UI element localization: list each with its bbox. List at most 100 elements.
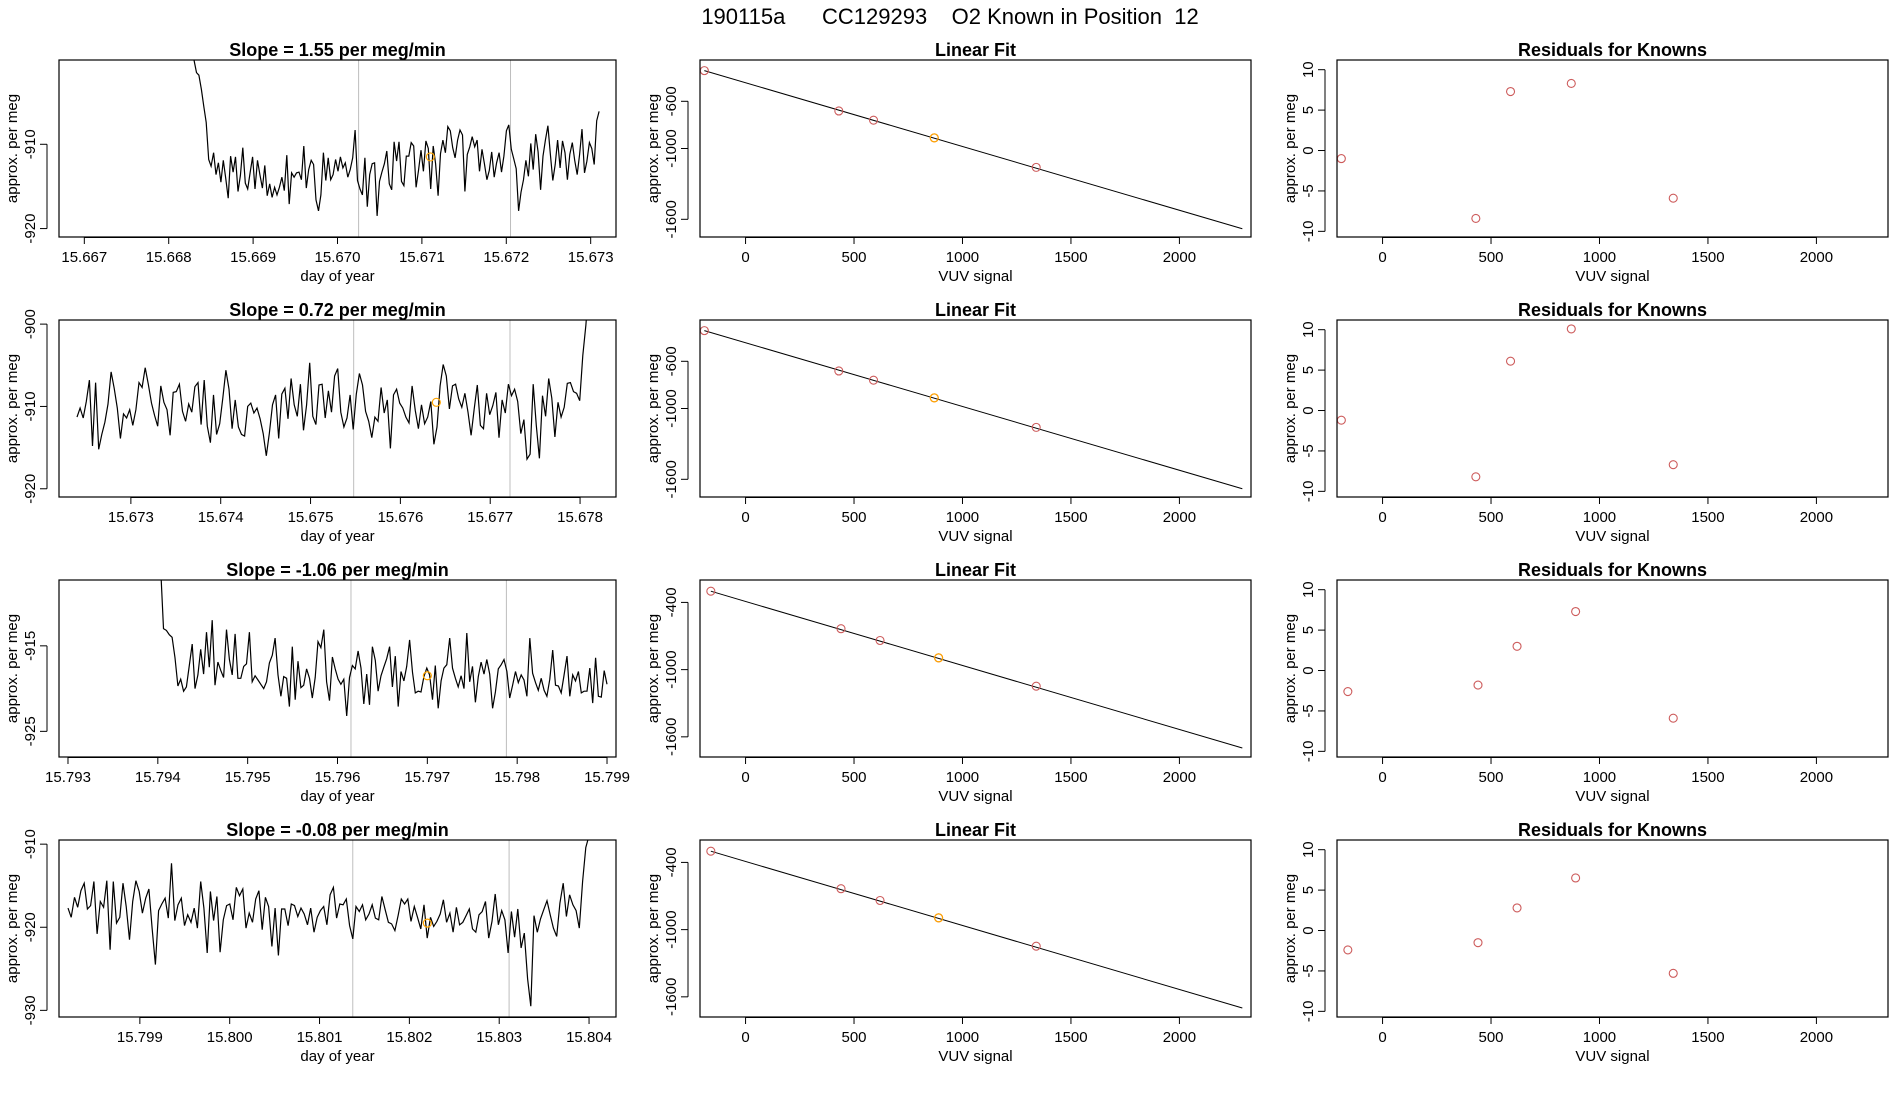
- x-tick-label: 1500: [1691, 509, 1724, 526]
- highlight-point: [422, 671, 432, 681]
- y-tick-label: -1600: [663, 718, 680, 756]
- y-tick-label: -910: [22, 829, 39, 859]
- x-tick-label: 15.802: [386, 1029, 432, 1046]
- y-axis-label: approx. per meg: [4, 94, 21, 203]
- y-tick-label: -920: [22, 474, 39, 504]
- x-tick-label: 15.669: [230, 249, 276, 266]
- known-point: [1512, 903, 1522, 913]
- y-tick-label: 5: [1300, 886, 1317, 894]
- x-tick-label: 500: [1479, 769, 1504, 786]
- x-tick-label: 500: [1479, 509, 1504, 526]
- known-point: [1668, 968, 1678, 978]
- x-tick-label: 15.667: [61, 249, 107, 266]
- y-tick-label: -925: [22, 716, 39, 746]
- known-point: [875, 635, 885, 646]
- x-tick-label: 2000: [1800, 249, 1833, 266]
- plot-frame: [1336, 319, 1889, 498]
- x-tick-label: 15.673: [108, 509, 154, 526]
- x-tick-label: 500: [1479, 1029, 1504, 1046]
- x-tick-label: 15.672: [483, 249, 529, 266]
- y-tick-label: 0: [1300, 666, 1317, 674]
- highlight-point: [425, 152, 435, 162]
- residuals-panel-row-4: Residuals for Knowns 0 500 1000 1500 2000 VUV …: [1282, 820, 1889, 1065]
- x-tick-label: 0: [1378, 769, 1386, 786]
- x-tick-label: 1000: [946, 509, 979, 526]
- trace-line: [160, 580, 608, 717]
- y-axis-label: approx. per meg: [645, 874, 662, 983]
- x-tick-label: 1500: [1054, 769, 1087, 786]
- x-tick-label: 15.674: [198, 509, 244, 526]
- y-tick-label: -1000: [663, 129, 680, 167]
- y-tick-label: -910: [22, 129, 39, 159]
- x-tick-label: 15.799: [117, 1029, 163, 1046]
- fit-panel-row-4: Linear Fit 0 500 1000 1500 2000 VUV signal -400…: [645, 820, 1252, 1065]
- panel-title: Linear Fit: [935, 40, 1016, 60]
- x-tick-label: 0: [1378, 249, 1386, 266]
- highlight-point: [934, 653, 944, 663]
- x-tick-label: 15.793: [45, 769, 91, 786]
- x-tick-label: 1000: [1583, 249, 1616, 266]
- y-tick-label: -920: [22, 214, 39, 244]
- known-point: [1512, 641, 1522, 651]
- known-point: [1566, 78, 1576, 88]
- plot-frame: [1336, 839, 1889, 1018]
- known-point: [706, 586, 716, 596]
- x-tick-label: 15.798: [494, 769, 540, 786]
- y-tick-label: -1600: [663, 978, 680, 1016]
- x-tick-label: 0: [1378, 509, 1386, 526]
- x-tick-label: 15.801: [297, 1029, 343, 1046]
- known-point: [1471, 472, 1481, 482]
- y-tick-label: 10: [1300, 61, 1317, 78]
- known-point: [1566, 324, 1576, 334]
- x-tick-label: 1500: [1054, 509, 1087, 526]
- y-tick-label: -900: [22, 309, 39, 339]
- residuals-panel-row-1: Residuals for Knowns 0 500 1000 1500 2000 VUV …: [1282, 40, 1889, 285]
- x-tick-label: 15.797: [404, 769, 450, 786]
- figure-title: 190115a CC129293 O2 Known in Position 12: [701, 4, 1199, 29]
- x-tick-label: 0: [741, 509, 749, 526]
- trace-panel-row-1: Slope = 1.55 per meg/min 15.667 15.668 15.6…: [4, 40, 617, 285]
- x-tick-label: 1000: [946, 1029, 979, 1046]
- trace-panel-row-2: Slope = 0.72 per meg/min 15.673 15.674 15.6…: [4, 300, 617, 545]
- known-point: [1031, 162, 1041, 172]
- highlight-point: [934, 913, 944, 923]
- known-point: [1668, 460, 1678, 470]
- x-tick-label: 15.803: [476, 1029, 522, 1046]
- x-tick-label: 15.800: [207, 1029, 253, 1046]
- y-tick-label: -5: [1300, 704, 1317, 717]
- x-axis-label: VUV signal: [1575, 1048, 1649, 1065]
- x-tick-label: 500: [842, 249, 867, 266]
- y-axis-label: approx. per meg: [1282, 874, 1299, 983]
- panel-title: Residuals for Knowns: [1518, 300, 1707, 320]
- known-point: [1473, 938, 1483, 948]
- y-tick-label: -10: [1300, 1000, 1317, 1022]
- fit-panel-row-1: Linear Fit 0 500 1000 1500 2000 VUV signal -600…: [645, 40, 1252, 285]
- x-tick-label: 15.671: [399, 249, 445, 266]
- x-tick-label: 2000: [1163, 769, 1196, 786]
- y-tick-label: -930: [22, 995, 39, 1025]
- y-axis-label: approx. per meg: [4, 874, 21, 983]
- y-tick-label: 5: [1300, 106, 1317, 114]
- y-tick-label: -5: [1300, 184, 1317, 197]
- known-point: [836, 884, 846, 894]
- x-tick-label: 15.799: [584, 769, 630, 786]
- y-tick-label: -600: [663, 86, 680, 116]
- panel-title: Linear Fit: [935, 560, 1016, 580]
- x-tick-label: 2000: [1163, 249, 1196, 266]
- x-tick-label: 1500: [1691, 1029, 1724, 1046]
- known-point: [1668, 193, 1678, 203]
- y-axis-label: approx. per meg: [1282, 614, 1299, 723]
- known-point: [875, 895, 885, 906]
- x-axis-label: VUV signal: [1575, 528, 1649, 545]
- trace-panel-row-4: Slope = -0.08 per meg/min 15.799 15.800 15.…: [4, 820, 617, 1065]
- y-axis-label: approx. per meg: [4, 354, 21, 463]
- known-point: [1031, 941, 1041, 951]
- highlight-point: [929, 133, 939, 143]
- y-tick-label: 0: [1300, 406, 1317, 414]
- panel-title: Residuals for Knowns: [1518, 820, 1707, 840]
- known-point: [834, 366, 844, 376]
- known-point: [1473, 680, 1483, 690]
- known-point: [1031, 681, 1041, 691]
- fit-panel-row-3: Linear Fit 0 500 1000 1500 2000 VUV signal -400…: [645, 560, 1252, 805]
